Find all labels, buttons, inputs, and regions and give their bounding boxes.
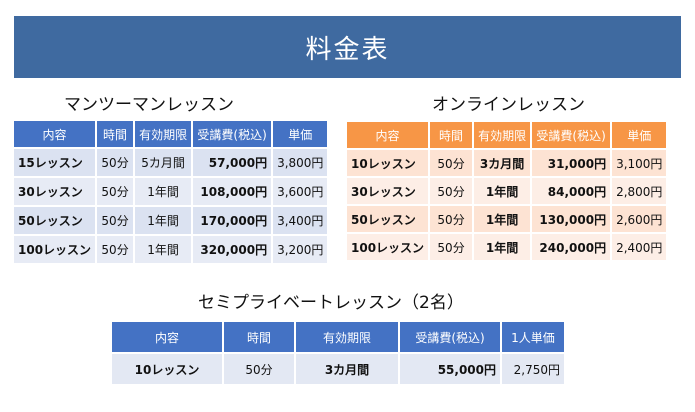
cell-time: 50分 [430, 234, 473, 260]
cell-time: 50分 [97, 178, 134, 205]
table-header-row: 内容 時間 有効期限 受講費(税込) 単価 [14, 121, 328, 147]
cell-fee: 170,000円 [193, 207, 272, 234]
cell-validity: 1年間 [135, 178, 192, 205]
man-heading: マンツーマンレッスン [64, 95, 234, 115]
table-row: 50レッスン 50分 1年間 170,000円 3,400円 [14, 207, 328, 234]
cell-validity: 5カ月間 [135, 149, 192, 176]
table-row: 10レッスン 50分 3カ月間 55,000円 2,750円 [112, 354, 564, 384]
cell-unit-price: 2,600円 [612, 206, 667, 232]
cell-time: 50分 [97, 149, 134, 176]
cell-fee: 57,000円 [193, 149, 272, 176]
table-row: 30レッスン 50分 1年間 84,000円 2,800円 [347, 178, 667, 204]
cell-unit-price: 2,400円 [612, 234, 667, 260]
man-price-table: 内容 時間 有効期限 受講費(税込) 単価 15レッスン 50分 5カ月間 57… [12, 119, 329, 265]
col-header: 受講費(税込) [532, 122, 611, 148]
cell-fee: 240,000円 [532, 234, 611, 260]
cell-content: 50レッスン [14, 207, 96, 234]
cell-validity: 1年間 [135, 207, 192, 234]
cell-content: 15レッスン [14, 149, 96, 176]
table-row: 50レッスン 50分 1年間 130,000円 2,600円 [347, 206, 667, 232]
table-row: 10レッスン 50分 3カ月間 31,000円 3,100円 [347, 150, 667, 176]
cell-content: 50レッスン [347, 206, 429, 232]
cell-unit-price: 3,400円 [273, 207, 328, 234]
cell-validity: 3カ月間 [474, 150, 531, 176]
cell-content: 30レッスン [347, 178, 429, 204]
cell-validity: 1年間 [135, 236, 192, 263]
cell-fee: 31,000円 [532, 150, 611, 176]
cell-validity: 1年間 [474, 234, 531, 260]
col-header: 有効期限 [474, 122, 531, 148]
cell-content: 10レッスン [112, 354, 222, 384]
semi-price-table: 内容 時間 有効期限 受講費(税込) 1人単価 10レッスン 50分 3カ月間 … [110, 320, 566, 386]
col-header: 内容 [14, 121, 96, 147]
table-header-row: 内容 時間 有効期限 受講費(税込) 1人単価 [112, 322, 564, 352]
col-header: 内容 [347, 122, 429, 148]
cell-time: 50分 [430, 150, 473, 176]
cell-unit-price: 3,200円 [273, 236, 328, 263]
cell-fee: 55,000円 [400, 354, 500, 384]
cell-unit-price: 3,600円 [273, 178, 328, 205]
cell-time: 50分 [224, 354, 294, 384]
online-price-table: 内容 時間 有効期限 受講費(税込) 単価 10レッスン 50分 3カ月間 31… [345, 120, 668, 262]
cell-fee: 108,000円 [193, 178, 272, 205]
col-header: 時間 [430, 122, 473, 148]
col-header: 受講費(税込) [193, 121, 272, 147]
cell-validity: 1年間 [474, 178, 531, 204]
table-row: 100レッスン 50分 1年間 320,000円 3,200円 [14, 236, 328, 263]
cell-validity: 3カ月間 [296, 354, 398, 384]
semi-heading: セミプライベートレッスン（2名） [198, 293, 464, 313]
page-title: 料金表 [14, 16, 681, 78]
cell-time: 50分 [430, 206, 473, 232]
col-header: 有効期限 [135, 121, 192, 147]
cell-fee: 84,000円 [532, 178, 611, 204]
table-row: 15レッスン 50分 5カ月間 57,000円 3,800円 [14, 149, 328, 176]
col-header: 単価 [612, 122, 667, 148]
cell-unit-price: 3,100円 [612, 150, 667, 176]
cell-time: 50分 [97, 207, 134, 234]
cell-unit-price: 2,750円 [502, 354, 564, 384]
cell-time: 50分 [430, 178, 473, 204]
cell-content: 100レッスン [347, 234, 429, 260]
table-header-row: 内容 時間 有効期限 受講費(税込) 単価 [347, 122, 667, 148]
cell-content: 30レッスン [14, 178, 96, 205]
online-heading: オンラインレッスン [432, 95, 585, 115]
cell-unit-price: 2,800円 [612, 178, 667, 204]
cell-fee: 320,000円 [193, 236, 272, 263]
col-header: 時間 [97, 121, 134, 147]
col-header: 有効期限 [296, 322, 398, 352]
cell-time: 50分 [97, 236, 134, 263]
cell-validity: 1年間 [474, 206, 531, 232]
cell-unit-price: 3,800円 [273, 149, 328, 176]
table-row: 100レッスン 50分 1年間 240,000円 2,400円 [347, 234, 667, 260]
col-header: 単価 [273, 121, 328, 147]
col-header: 内容 [112, 322, 222, 352]
col-header: 時間 [224, 322, 294, 352]
cell-content: 100レッスン [14, 236, 96, 263]
cell-fee: 130,000円 [532, 206, 611, 232]
cell-content: 10レッスン [347, 150, 429, 176]
col-header: 受講費(税込) [400, 322, 500, 352]
table-row: 30レッスン 50分 1年間 108,000円 3,600円 [14, 178, 328, 205]
col-header: 1人単価 [502, 322, 564, 352]
